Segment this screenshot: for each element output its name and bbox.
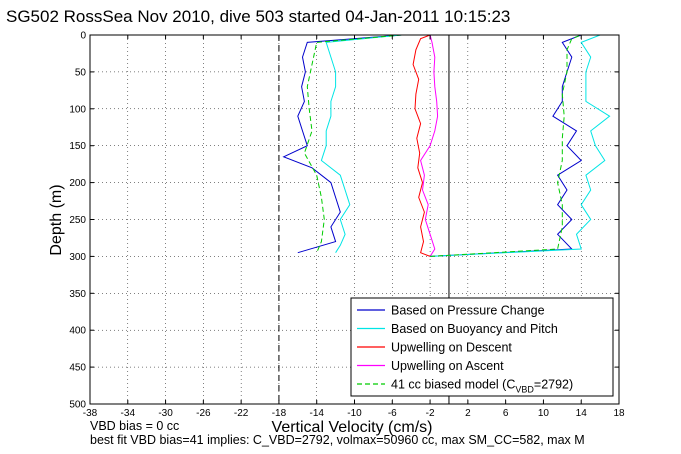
y-tick-label: 400: [69, 326, 86, 337]
x-tick-label: 18: [613, 408, 625, 419]
series-line-1-ascent: [430, 34, 582, 257]
chart-title: SG502 RossSea Nov 2010, dive 503 started…: [6, 7, 510, 26]
footer-bestfit-note: best fit VBD bias=41 implies: C_VBD=2792…: [90, 433, 585, 447]
x-tick-label: -38: [83, 408, 98, 419]
series-line-5-descent: [303, 34, 402, 253]
x-tick-label: -14: [309, 408, 324, 419]
legend-label-2: Based on Buoyancy and Pitch: [391, 322, 558, 336]
y-tick-label: 200: [69, 178, 86, 189]
x-tick-label: -18: [272, 408, 287, 419]
x-tick-label: -22: [234, 408, 249, 419]
series-line-4-ascent: [420, 34, 439, 257]
legend: Based on Pressure Change Based on Buoyanc…: [350, 297, 614, 397]
y-tick-label: 250: [69, 215, 86, 226]
series-line-2-ascent: [430, 34, 611, 257]
x-tick-label: -26: [196, 408, 211, 419]
x-tick-label: -34: [121, 408, 136, 419]
series-line-1-descent: [282, 34, 402, 254]
y-axis-label: Depth (m): [48, 184, 65, 255]
series-line-3-descent: [412, 34, 431, 257]
series-line-5-ascent: [430, 34, 582, 257]
legend-label-part: 41 cc biased model (C: [391, 378, 515, 392]
y-tick-label: 500: [69, 400, 86, 411]
x-tick-label: 6: [503, 408, 509, 419]
legend-label-3: Upwelling on Descent: [391, 341, 512, 355]
legend-label-subscript: VBD: [515, 385, 534, 395]
y-tick-label: 450: [69, 363, 86, 374]
legend-box: [350, 297, 614, 397]
x-axis-label: Vertical Velocity (cm/s): [272, 419, 433, 436]
x-tick-label: -6: [388, 408, 397, 419]
y-tick-label: 300: [69, 252, 86, 263]
y-tick-label: 50: [75, 67, 87, 78]
x-tick-label: -30: [158, 408, 173, 419]
x-tick-label: 2: [465, 408, 471, 419]
legend-label-5: 41 cc biased model (CVBD=2792): [391, 378, 573, 395]
y-tick-label: 150: [69, 141, 86, 152]
y-tick-label: 0: [80, 31, 86, 42]
legend-label-part: =2792): [534, 378, 573, 392]
footer-bias-note: VBD bias = 0 cc: [90, 419, 179, 433]
y-tick-label: 350: [69, 289, 86, 300]
series-line-2-descent: [320, 34, 402, 253]
x-tick-label: 14: [576, 408, 588, 419]
legend-label-1: Based on Pressure Change: [391, 304, 545, 318]
y-tick-label: 100: [69, 104, 86, 115]
legend-label-4: Upwelling on Ascent: [391, 359, 504, 373]
x-tick-label: 10: [538, 408, 550, 419]
x-tick-label: -2: [426, 408, 435, 419]
x-tick-label: -10: [347, 408, 362, 419]
